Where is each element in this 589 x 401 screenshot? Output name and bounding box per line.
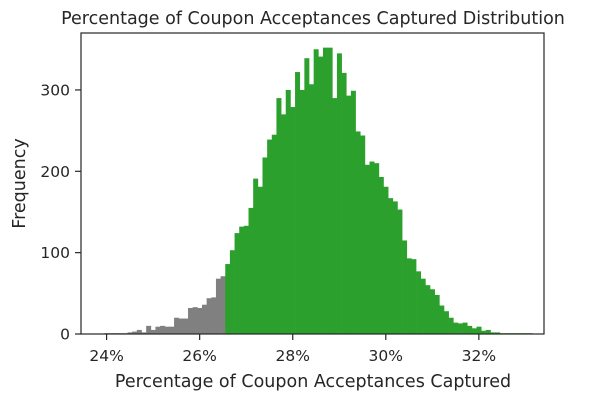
histogram-bar	[211, 297, 217, 334]
histogram-bar	[271, 134, 277, 334]
histogram-bar	[285, 89, 291, 334]
histogram-bar	[295, 72, 301, 335]
histogram-bar	[495, 332, 501, 334]
chart-title: Percentage of Coupon Acceptances Capture…	[61, 9, 565, 29]
histogram-bar	[192, 307, 198, 334]
histogram-bar	[136, 329, 142, 334]
histogram-bar	[374, 163, 380, 334]
histogram-bar	[439, 305, 445, 334]
x-axis-ticks: 24% 26% 28% 30% 32%	[89, 334, 496, 365]
x-tick-label: 30%	[369, 347, 403, 365]
histogram-bar	[429, 289, 435, 334]
histogram-bar	[402, 240, 408, 334]
y-axis-label: Frequency	[10, 138, 30, 228]
x-tick-label: 26%	[182, 347, 216, 365]
histogram-bar	[257, 186, 263, 334]
histogram-bar	[146, 325, 152, 334]
histogram-bar	[420, 278, 426, 334]
histogram-bar	[309, 84, 315, 334]
y-axis-ticks: 0 100 200 300	[40, 81, 81, 344]
histogram-bar	[457, 323, 463, 334]
histogram-bar	[318, 56, 324, 335]
histogram-bar	[243, 225, 249, 334]
histogram-bar	[392, 201, 398, 334]
histogram-bar	[406, 258, 412, 334]
histogram-bar	[383, 186, 389, 334]
histogram-bar	[229, 250, 235, 334]
histogram-bar	[350, 90, 356, 334]
histogram-bar	[132, 331, 138, 334]
histogram-bar	[248, 207, 254, 334]
histogram-bar	[304, 58, 310, 334]
histogram-bar	[201, 304, 207, 334]
y-tick-label: 100	[40, 244, 70, 262]
histogram-bar	[215, 278, 221, 334]
histogram-bar	[425, 285, 431, 334]
x-tick-label: 32%	[462, 347, 496, 365]
histogram-bar	[313, 49, 319, 335]
histogram-bar	[150, 329, 156, 334]
histogram-bar	[476, 326, 482, 334]
histogram-bar	[197, 307, 203, 334]
plot-frame	[80, 32, 545, 335]
histogram-bar	[388, 198, 394, 334]
histogram-bar	[141, 332, 147, 334]
histogram-bar	[346, 95, 352, 334]
histogram-bar	[360, 135, 366, 334]
histogram-bar	[290, 107, 296, 334]
histogram-bar	[253, 178, 259, 334]
histogram-bar	[467, 325, 473, 334]
x-tick-label: 28%	[275, 347, 309, 365]
histogram-bar	[267, 139, 273, 334]
histogram-bar	[206, 298, 212, 334]
histogram-bar	[490, 332, 496, 334]
histogram-bar	[322, 47, 328, 334]
histogram-bar	[336, 53, 342, 335]
histogram-bar	[234, 233, 240, 334]
histogram-bar	[127, 332, 133, 334]
histogram-bar	[155, 326, 161, 334]
histogram-bar	[481, 330, 487, 334]
histogram-bar	[434, 294, 440, 334]
histogram-bar	[225, 264, 231, 334]
histogram-bar	[378, 176, 384, 334]
y-tick-label: 0	[60, 326, 70, 344]
histogram-bar	[443, 311, 449, 334]
histogram-bar	[332, 98, 338, 334]
histogram-bar	[276, 98, 282, 334]
histogram-bar	[262, 157, 268, 334]
histogram-bar	[188, 307, 194, 334]
histogram-bar	[485, 329, 491, 334]
histogram-bar	[327, 47, 333, 334]
y-tick-label: 200	[40, 163, 70, 181]
histogram-bar	[169, 326, 175, 334]
histogram-bar	[178, 318, 184, 334]
histogram-bar	[471, 328, 477, 334]
histogram-bar	[411, 259, 417, 334]
y-tick-label: 300	[40, 81, 70, 99]
histogram-bars	[104, 47, 533, 335]
histogram-bar	[220, 276, 226, 334]
histogram-bar	[174, 317, 180, 334]
histogram-bar	[299, 89, 305, 334]
histogram-bar	[281, 114, 287, 334]
histogram-bar	[364, 164, 370, 334]
histogram-bar	[369, 161, 375, 334]
histogram-bar	[416, 271, 422, 334]
x-tick-label: 24%	[89, 347, 123, 365]
histogram-bar	[341, 72, 347, 335]
histogram-bar	[462, 322, 468, 334]
histogram-bar	[448, 317, 454, 334]
histogram-bar	[355, 131, 361, 334]
x-axis-label: Percentage of Coupon Acceptances Capture…	[115, 372, 511, 392]
histogram-bar	[183, 318, 189, 334]
histogram-bar	[164, 326, 170, 334]
histogram-bar	[397, 209, 403, 334]
histogram-bar	[160, 325, 166, 334]
histogram-bar	[239, 226, 245, 334]
histogram-bar	[453, 322, 459, 334]
